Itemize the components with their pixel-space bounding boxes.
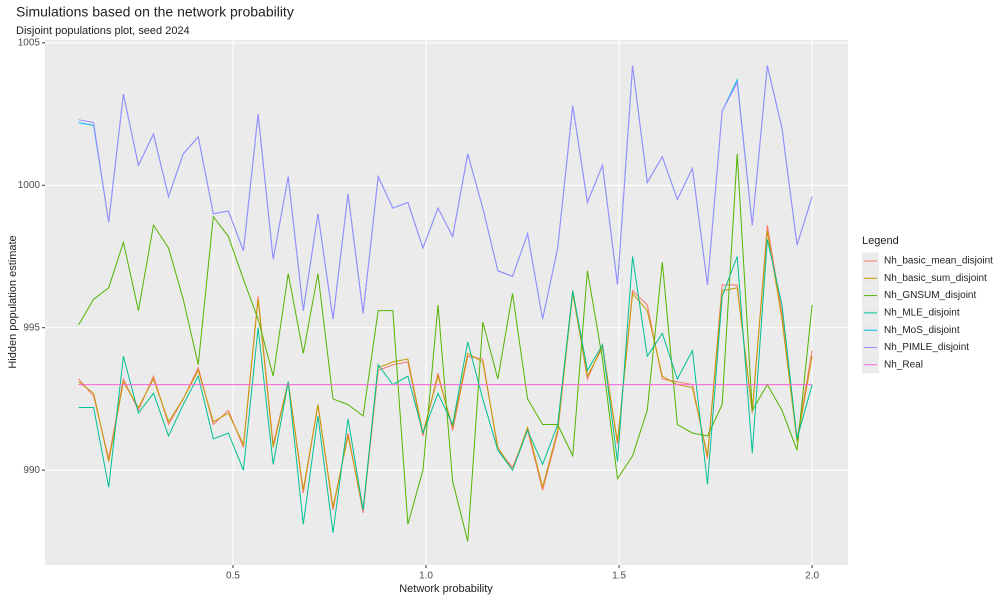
y-axis-label: Hidden population estimate bbox=[7, 235, 19, 368]
x-tick-label: 0.5 bbox=[226, 571, 240, 582]
legend-label: Nh_GNSUM_disjoint bbox=[884, 290, 976, 301]
legend-title: Legend bbox=[862, 235, 899, 247]
x-tick-label: 1.5 bbox=[612, 571, 626, 582]
legend-label: Nh_MLE_disjoint bbox=[884, 308, 960, 319]
legend-label: Nh_MoS_disjoint bbox=[884, 325, 960, 336]
series-line bbox=[78, 230, 813, 511]
y-tick-label: 995 bbox=[23, 322, 40, 333]
series-line bbox=[78, 153, 813, 542]
x-tick-label: 1.0 bbox=[419, 571, 433, 582]
y-tick-label: 1005 bbox=[18, 37, 41, 48]
legend-label: Nh_basic_mean_disjoint bbox=[884, 256, 993, 267]
legend-label: Nh_basic_sum_disjoint bbox=[884, 273, 987, 284]
x-axis-label: Network probability bbox=[399, 583, 493, 595]
series-line bbox=[78, 239, 813, 533]
plot-panel bbox=[45, 40, 848, 565]
x-tick-label: 2.0 bbox=[805, 571, 819, 582]
chart-subtitle: Disjoint populations plot, seed 2024 bbox=[16, 25, 190, 37]
y-tick-label: 1000 bbox=[18, 180, 41, 191]
legend-label: Nh_Real bbox=[884, 359, 923, 370]
chart-title: Simulations based on the network probabi… bbox=[16, 4, 294, 20]
y-tick-label: 990 bbox=[23, 465, 40, 476]
series-line bbox=[78, 65, 813, 320]
legend-label: Nh_PIMLE_disjoint bbox=[884, 342, 969, 353]
